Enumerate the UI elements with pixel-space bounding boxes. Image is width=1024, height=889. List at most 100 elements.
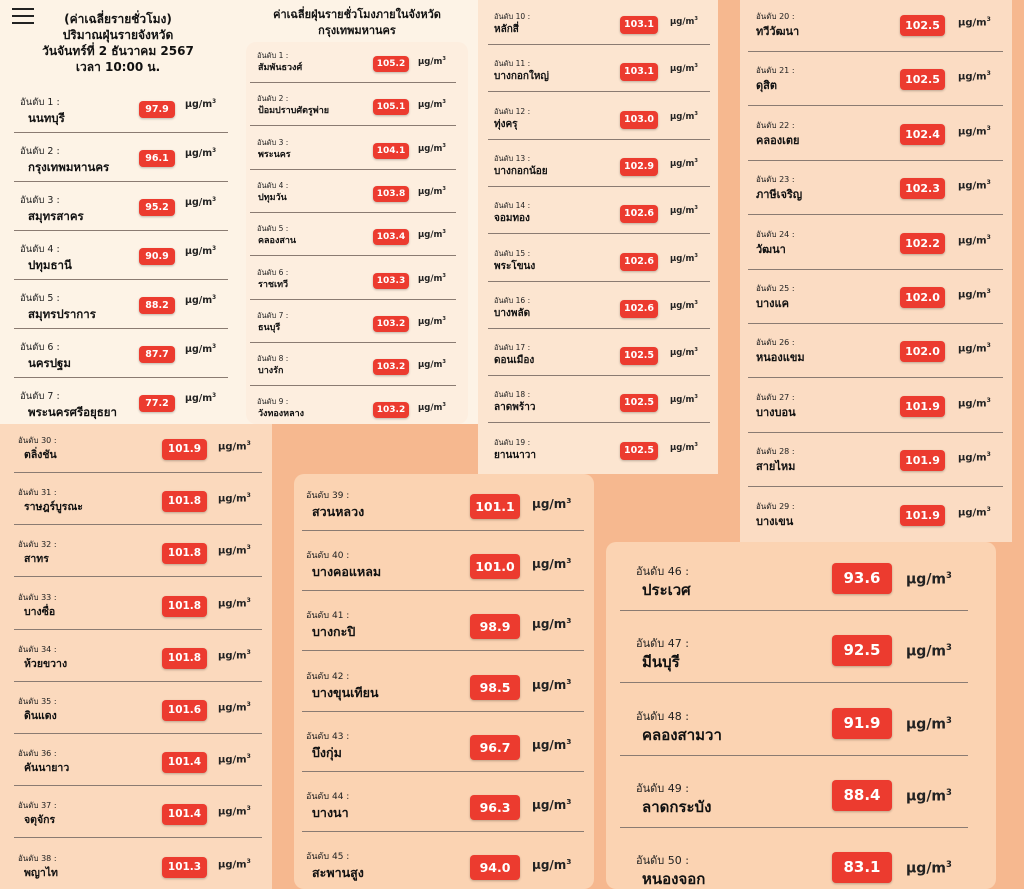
list-item[interactable]: อันดับ 26 : หนองแขม 102.0 μg/m3 [740, 328, 1012, 382]
list-item[interactable]: อันดับ 33 : บางซื่อ 101.8 μg/m3 [0, 583, 272, 635]
unit-label: μg/m3 [958, 342, 991, 355]
area-name: ประเวศ [642, 581, 691, 599]
rank-label: อันดับ 39 : [306, 491, 350, 501]
pm25-value-badge: 102.2 [900, 232, 945, 254]
list-item[interactable]: อันดับ 46 : ประเวศ 93.6 μg/m3 [606, 548, 996, 620]
list-item[interactable]: อันดับ 23 : ภาษีเจริญ 102.3 μg/m3 [740, 165, 1012, 219]
list-item[interactable]: อันดับ 6 : นครปฐม 87.7 μg/m3 [0, 333, 236, 382]
area-name: บางคอแหลม [312, 564, 382, 580]
row-divider [302, 650, 584, 652]
list-item[interactable]: อันดับ 28 : สายไหม 101.9 μg/m3 [740, 437, 1012, 491]
list-item[interactable]: อันดับ 3 : พระนคร 104.1 μg/m3 [236, 131, 478, 174]
row-divider [488, 280, 710, 282]
list-item[interactable]: อันดับ 2 : ป้อมปราบศัตรูพ่าย 105.1 μg/m3 [236, 87, 478, 130]
rank-label: อันดับ 37 : [18, 801, 57, 811]
bkk-title-line-2: กรุงเทพมหานคร [318, 24, 396, 37]
pm25-value-badge: 97.9 [139, 101, 175, 118]
list-item[interactable]: อันดับ 4 : ปทุมธานี 90.9 μg/m3 [0, 235, 236, 284]
list-item[interactable]: อันดับ 27 : บางบอน 101.9 μg/m3 [740, 383, 1012, 437]
list-item[interactable]: อันดับ 1 : นนทบุรี 97.9 μg/m3 [0, 88, 236, 137]
list-item[interactable]: อันดับ 30 : ตลิ่งชัน 101.9 μg/m3 [0, 426, 272, 478]
list-item[interactable]: อันดับ 49 : ลาดกระบัง 88.4 μg/m3 [606, 765, 996, 837]
list-item[interactable]: อันดับ 4 : ปทุมวัน 103.8 μg/m3 [236, 174, 478, 217]
list-item[interactable]: อันดับ 15 : พระโขนง 102.6 μg/m3 [478, 239, 718, 286]
list-item[interactable]: อันดับ 43 : บึงกุ่ม 96.7 μg/m3 [294, 717, 594, 777]
list-item[interactable]: อันดับ 34 : ห้วยขวาง 101.8 μg/m3 [0, 635, 272, 687]
list-item[interactable]: อันดับ 5 : สมุทรปราการ 88.2 μg/m3 [0, 284, 236, 333]
list-item[interactable]: อันดับ 11 : บางกอกใหญ่ 103.1 μg/m3 [478, 49, 718, 96]
row-divider [488, 327, 710, 329]
list-item[interactable]: อันดับ 32 : สาทร 101.8 μg/m3 [0, 530, 272, 582]
list-item[interactable]: อันดับ 16 : บางพลัด 102.6 μg/m3 [478, 286, 718, 333]
list-item[interactable]: อันดับ 24 : วัฒนา 102.2 μg/m3 [740, 220, 1012, 274]
list-item[interactable]: อันดับ 44 : บางนา 96.3 μg/m3 [294, 777, 594, 837]
list-item[interactable]: อันดับ 22 : คลองเตย 102.4 μg/m3 [740, 111, 1012, 165]
list-item[interactable]: อันดับ 37 : จตุจักร 101.4 μg/m3 [0, 791, 272, 843]
hamburger-menu-icon[interactable] [12, 8, 34, 24]
area-name: มีนบุรี [642, 653, 680, 672]
district-ranking-panel-3: อันดับ 20 : ทวีวัฒนา 102.5 μg/m3 อันดับ 21 :… [740, 0, 1012, 542]
row-divider [748, 159, 1003, 161]
pm25-value-badge: 101.9 [900, 504, 945, 526]
rank-label: อันดับ 1 : [20, 97, 60, 108]
list-item[interactable]: อันดับ 35 : ดินแดง 101.6 μg/m3 [0, 687, 272, 739]
row-divider [488, 233, 710, 235]
list-item[interactable]: อันดับ 25 : บางแค 102.0 μg/m3 [740, 274, 1012, 328]
pm25-value-badge: 88.4 [832, 779, 892, 811]
list-item[interactable]: อันดับ 21 : ดุสิต 102.5 μg/m3 [740, 56, 1012, 110]
area-name: ยานนาวา [494, 449, 536, 461]
list-item[interactable]: อันดับ 8 : บางรัก 103.2 μg/m3 [236, 347, 478, 390]
list-item[interactable]: อันดับ 17 : ดอนเมือง 102.5 μg/m3 [478, 333, 718, 380]
rank-label: อันดับ 34 : [18, 644, 57, 654]
unit-label: μg/m3 [185, 344, 217, 356]
district-ranking-panel-1: ค่าเฉลี่ยฝุ่นรายชั่วโมงภายในจังหวัด กรุง… [236, 0, 478, 424]
list-item[interactable]: อันดับ 31 : ราษฎร์บูรณะ 101.8 μg/m3 [0, 478, 272, 530]
unit-label: μg/m3 [418, 315, 446, 327]
list-item[interactable]: อันดับ 29 : บางเขน 101.9 μg/m3 [740, 492, 1012, 542]
list-item[interactable]: อันดับ 42 : บางขุนเทียน 98.5 μg/m3 [294, 657, 594, 717]
list-item[interactable]: อันดับ 39 : สวนหลวง 101.1 μg/m3 [294, 476, 594, 536]
list-item[interactable]: อันดับ 6 : ราชเทวี 103.3 μg/m3 [236, 261, 478, 304]
unit-label: μg/m3 [185, 246, 217, 258]
pm25-value-badge: 104.1 [373, 142, 409, 159]
pm25-value-badge: 103.1 [620, 16, 658, 34]
list-item[interactable]: อันดับ 14 : จอมทอง 102.6 μg/m3 [478, 191, 718, 238]
list-item[interactable]: อันดับ 1 : สัมพันธวงศ์ 105.2 μg/m3 [236, 44, 478, 87]
list-item[interactable]: อันดับ 3 : สมุทรสาคร 95.2 μg/m3 [0, 186, 236, 235]
list-item[interactable]: อันดับ 12 : ทุ่งครุ 103.0 μg/m3 [478, 97, 718, 144]
unit-label: μg/m3 [958, 70, 991, 83]
area-name: บางซื่อ [24, 605, 56, 618]
list-item[interactable]: อันดับ 50 : หนองจอก 83.1 μg/m3 [606, 837, 996, 889]
pm25-value-badge: 103.1 [620, 63, 658, 82]
rank-label: อันดับ 4 : [20, 244, 60, 255]
list-item[interactable]: อันดับ 7 : ธนบุรี 103.2 μg/m3 [236, 304, 478, 347]
list-item[interactable]: อันดับ 48 : คลองสามวา 91.9 μg/m3 [606, 693, 996, 765]
list-item[interactable]: อันดับ 9 : วังทองหลาง 103.2 μg/m3 [236, 390, 478, 424]
list-item[interactable]: อันดับ 18 : ลาดพร้าว 102.5 μg/m3 [478, 380, 718, 427]
list-item[interactable]: อันดับ 5 : คลองสาน 103.4 μg/m3 [236, 217, 478, 260]
area-name: บางกะปิ [312, 624, 356, 640]
row-divider [14, 733, 262, 734]
list-item[interactable]: อันดับ 10 : หลักสี่ 103.1 μg/m3 [478, 2, 718, 49]
list-item[interactable]: อันดับ 13 : บางกอกน้อย 102.9 μg/m3 [478, 144, 718, 191]
rank-label: อันดับ 32 : [18, 540, 57, 550]
pm25-value-badge: 103.3 [373, 272, 409, 289]
row-divider [748, 214, 1003, 216]
list-item[interactable]: อันดับ 20 : ทวีวัฒนา 102.5 μg/m3 [740, 2, 1012, 56]
list-item[interactable]: อันดับ 47 : มีนบุรี 92.5 μg/m3 [606, 620, 996, 692]
pm25-value-badge: 102.0 [900, 287, 945, 308]
rank-label: อันดับ 19 : [494, 437, 531, 447]
list-item[interactable]: อันดับ 19 : ยานนาวา 102.5 μg/m3 [478, 428, 718, 474]
list-item[interactable]: อันดับ 38 : พญาไท 101.3 μg/m3 [0, 844, 272, 889]
list-item[interactable]: อันดับ 7 : พระนครศรีอยุธยา 77.2 μg/m3 [0, 382, 236, 424]
list-item[interactable]: อันดับ 45 : สะพานสูง 94.0 μg/m3 [294, 837, 594, 889]
pm25-value-badge: 103.2 [373, 402, 409, 419]
unit-label: μg/m3 [218, 753, 251, 766]
rank-label: อันดับ 33 : [18, 592, 57, 602]
district-ranking-panel-4: อันดับ 30 : ตลิ่งชัน 101.9 μg/m3 อันดับ 31 :… [0, 424, 272, 889]
list-item[interactable]: อันดับ 40 : บางคอแหลม 101.0 μg/m3 [294, 536, 594, 596]
list-item[interactable]: อันดับ 41 : บางกะปิ 98.9 μg/m3 [294, 596, 594, 656]
list-item[interactable]: อันดับ 2 : กรุงเทพมหานคร 96.1 μg/m3 [0, 137, 236, 186]
list-item[interactable]: อันดับ 36 : คันนายาว 101.4 μg/m3 [0, 739, 272, 791]
unit-label: μg/m3 [532, 736, 572, 752]
